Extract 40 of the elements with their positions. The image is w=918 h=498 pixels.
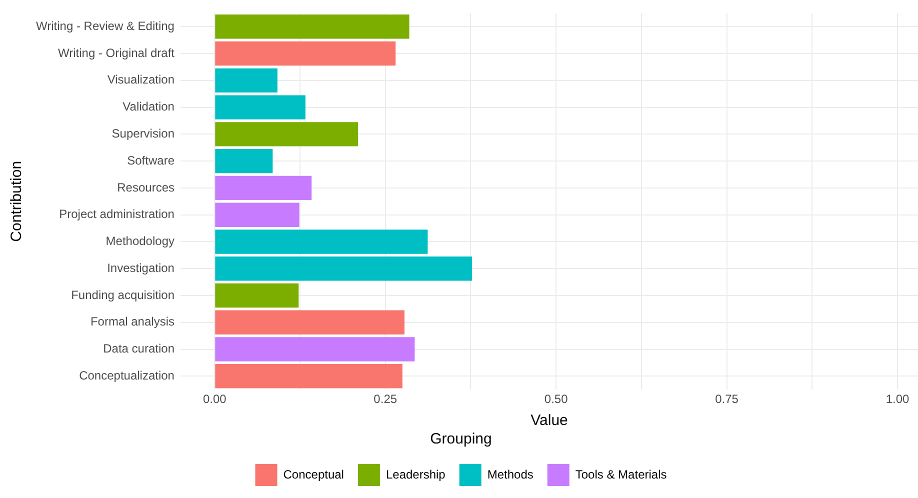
legend-label: Leadership xyxy=(386,467,446,482)
y-tick-label: Resources xyxy=(117,180,174,194)
bar xyxy=(215,68,278,93)
y-tick-label: Validation xyxy=(122,100,174,114)
bar xyxy=(215,41,396,66)
legend-label: Conceptual xyxy=(283,467,344,482)
y-tick-label: Visualization xyxy=(107,72,174,87)
bar xyxy=(215,176,312,200)
y-tick-label: Conceptualization xyxy=(79,368,174,382)
legend-label: Tools & Materials xyxy=(575,467,667,482)
bar xyxy=(215,256,472,281)
x-tick-label: 0.00 xyxy=(202,392,227,406)
x-tick-label: 0.25 xyxy=(374,392,398,406)
y-tick-label: Funding acquisition xyxy=(71,288,174,302)
x-tick-label: 0.75 xyxy=(715,392,739,406)
legend-label: Methods xyxy=(487,467,534,482)
y-axis-title: Contribution xyxy=(8,160,26,242)
y-tick-label: Data curation xyxy=(103,342,174,356)
bar xyxy=(215,337,415,362)
y-tick-label: Supervision xyxy=(112,126,174,140)
x-tick-label: 1.00 xyxy=(886,392,910,406)
x-axis-title: Value xyxy=(530,412,568,430)
y-tick-label: Investigation xyxy=(107,260,174,275)
bar xyxy=(215,364,402,388)
legend-title: Grouping xyxy=(430,430,492,448)
bar xyxy=(215,310,404,334)
bar xyxy=(215,148,273,174)
y-tick-label: Writing - Review & Editing xyxy=(36,18,174,33)
bar xyxy=(215,230,428,254)
bar xyxy=(215,202,300,227)
y-tick-label: Formal analysis xyxy=(90,314,174,329)
x-tick-label: 0.50 xyxy=(544,392,568,406)
bar xyxy=(215,283,299,308)
y-tick-label: Software xyxy=(127,153,175,168)
y-tick-label: Writing - Original draft xyxy=(58,46,176,60)
y-tick-label: Methodology xyxy=(106,234,174,248)
bar xyxy=(215,122,358,146)
y-tick-label: Project administration xyxy=(59,207,174,222)
bar xyxy=(215,14,410,39)
bar xyxy=(215,95,306,120)
